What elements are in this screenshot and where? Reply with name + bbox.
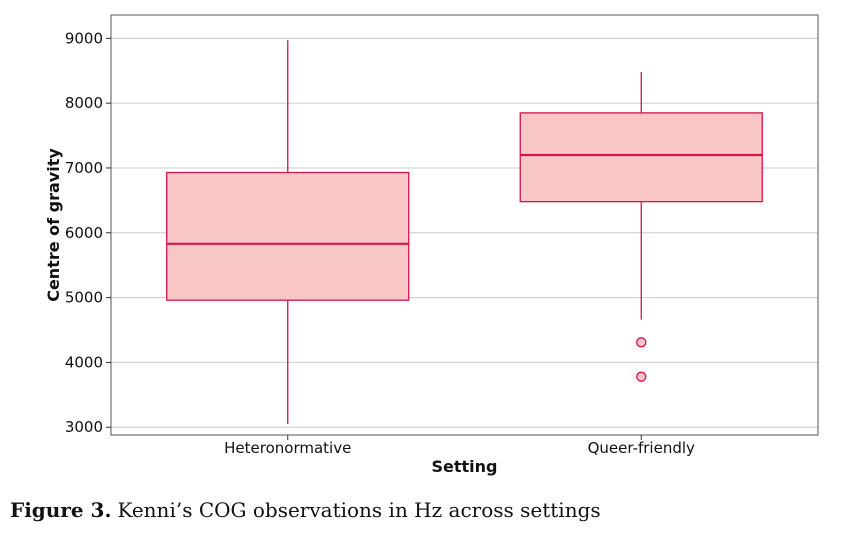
iqr-box (166, 171, 410, 301)
y-axis-ticks: 3000 4000 5000 6000 7000 8000 9000 (65, 29, 111, 436)
box-2 (519, 72, 763, 382)
plot-frame (110, 14, 819, 436)
y-tick-label: 8000 (65, 94, 103, 112)
x-tick-label: Heteronormative (224, 439, 351, 457)
boxes-layer (166, 40, 763, 424)
iqr-box (519, 112, 763, 203)
y-axis-title: Centre of gravity (44, 148, 63, 302)
y-tick-label: 4000 (65, 353, 103, 371)
x-axis-ticks: Heteronormative Queer-friendly (224, 435, 695, 457)
figure-label: Figure 3. (10, 498, 112, 522)
x-tick-label: Queer-friendly (588, 439, 695, 457)
x-axis-title: Setting (432, 457, 498, 476)
figure-caption: Figure 3. Kenni’s COG observations in Hz … (10, 498, 601, 522)
box-1 (166, 40, 410, 424)
y-tick-label: 7000 (65, 159, 103, 177)
y-tick-label: 3000 (65, 418, 103, 436)
outlier-point (636, 371, 647, 382)
figure-caption-text: Kenni’s COG observations in Hz across se… (117, 498, 601, 522)
outlier-point (636, 337, 647, 348)
y-tick-label: 5000 (65, 289, 103, 307)
y-tick-label: 6000 (65, 224, 103, 242)
box-plot-chart: 3000 4000 5000 6000 7000 8000 9000 Heteronorma… (44, 14, 819, 476)
y-tick-label: 9000 (65, 29, 103, 47)
